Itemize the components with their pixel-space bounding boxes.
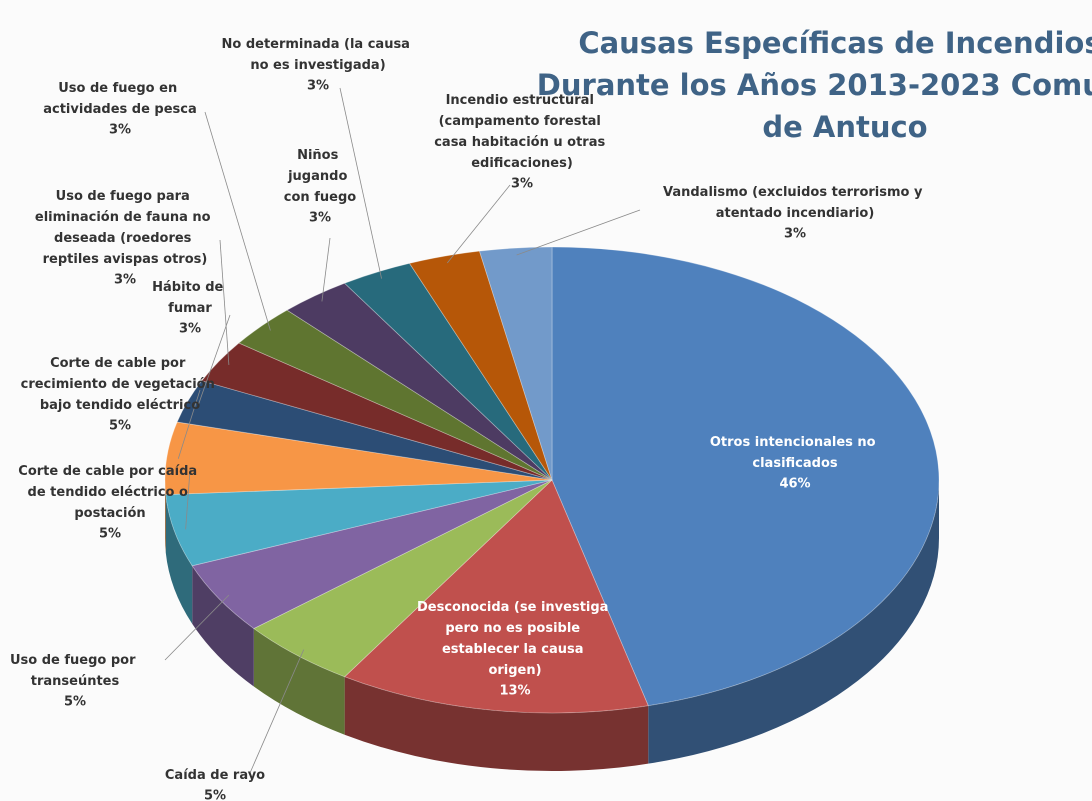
text-line: deseada (roedores xyxy=(54,231,196,246)
slice-side xyxy=(165,494,193,624)
leader-line xyxy=(446,184,511,264)
text-line: Uso de fuego por xyxy=(10,653,140,668)
data-label-value: 3% xyxy=(114,273,136,288)
text-line: Niños xyxy=(297,148,343,163)
data-label: Vandalismo (excluidos terrorismo y atent… xyxy=(663,185,927,221)
text-line: Vandalismo (excluidos terrorismo y xyxy=(663,185,927,200)
slice xyxy=(176,380,553,481)
text-line: Caída de rayo xyxy=(165,768,265,783)
text-line: Hábito de xyxy=(152,280,228,295)
leader-line xyxy=(204,111,271,331)
slice xyxy=(286,282,553,481)
data-label-value: 3% xyxy=(784,227,806,242)
text-line: Otros intencionales no xyxy=(710,435,880,450)
data-label: Caída de rayo xyxy=(165,768,265,783)
data-label: Niños jugando con fuego xyxy=(284,148,356,205)
text-line: postación xyxy=(74,506,145,521)
data-label-value: 46% xyxy=(779,477,810,492)
text-line: Causas Específicas de Incendios xyxy=(578,26,1092,60)
leader-line xyxy=(321,237,331,302)
slice-side xyxy=(344,676,649,771)
data-label: Uso de fuego en actividades de pesca xyxy=(43,81,197,117)
text-line: Incendio estructural xyxy=(446,93,599,108)
text-line: clasificados xyxy=(752,456,837,471)
text-line: Uso de fuego en xyxy=(58,81,182,96)
text-line: Corte de cable por caída xyxy=(18,464,201,479)
leader-line xyxy=(185,469,191,530)
text-line: de tendido eléctrico o xyxy=(28,485,193,500)
text-line: Corte de cable por xyxy=(50,356,190,371)
text-line: fumar xyxy=(168,301,212,316)
text-line: bajo tendido eléctrico xyxy=(40,398,200,413)
data-label: No determinada (la causa no es investiga… xyxy=(221,37,414,73)
text-line: establecer la causa xyxy=(442,642,588,657)
data-label-value: 5% xyxy=(64,695,86,710)
data-label: Otros intencionales no clasificados xyxy=(710,435,880,471)
text-line: transeúntes xyxy=(31,674,120,689)
data-label: Uso de fuego para eliminación de fauna n… xyxy=(35,189,215,267)
slice xyxy=(478,246,553,481)
leader-line xyxy=(164,594,230,661)
slice xyxy=(343,479,649,714)
slice xyxy=(165,479,553,567)
data-label: Corte de cable por crecimiento de vegeta… xyxy=(21,356,220,413)
data-label: Hábito de fumar xyxy=(152,280,228,316)
slice-side xyxy=(192,565,254,687)
text-line: casa habitación u otras xyxy=(434,135,610,150)
slice xyxy=(164,421,553,496)
text-line: Uso de fuego para xyxy=(56,189,195,204)
slice-side xyxy=(165,480,166,553)
data-label-value: 5% xyxy=(204,789,226,801)
slice xyxy=(253,479,553,678)
data-label: Uso de fuego por transeúntes xyxy=(10,653,140,689)
chart-title: Causas Específicas de Incendios Durante … xyxy=(537,26,1092,144)
text-line: crecimiento de vegetación xyxy=(21,377,220,392)
data-label-value: 3% xyxy=(179,322,201,337)
slice xyxy=(551,246,940,707)
text-line: actividades de pesca xyxy=(43,102,197,117)
leader-line xyxy=(219,239,230,365)
leader-line xyxy=(516,209,641,256)
leader-line xyxy=(177,389,201,459)
data-label-value: 3% xyxy=(109,123,131,138)
text-line: Durante los Años 2013-2023 Comuna xyxy=(537,68,1092,102)
data-label: Corte de cable por caída de tendido eléc… xyxy=(18,464,201,521)
data-label: Desconocida (se investiga pero no es pos… xyxy=(417,600,613,678)
data-label-value: 5% xyxy=(109,419,131,434)
leader-line xyxy=(339,87,382,279)
data-label-value: 13% xyxy=(499,684,530,699)
slice-side xyxy=(648,480,939,764)
data-label-value: 5% xyxy=(99,527,121,542)
data-label-value: 3% xyxy=(307,79,329,94)
text-line: con fuego xyxy=(284,190,356,205)
text-line: jugando xyxy=(287,169,352,184)
slice xyxy=(201,342,553,481)
leader-line xyxy=(198,314,231,404)
text-line: edificaciones) xyxy=(471,156,573,171)
text-line: no es investigada) xyxy=(250,58,385,73)
text-line: origen) xyxy=(488,663,541,678)
text-line: No determinada (la causa xyxy=(221,37,414,52)
slice xyxy=(191,479,553,629)
text-line: de Antuco xyxy=(762,110,927,144)
text-line: (campamento forestal xyxy=(439,114,606,129)
data-label-value: 3% xyxy=(511,177,533,192)
text-line: Desconocida (se investiga xyxy=(417,600,613,615)
slice-side xyxy=(253,628,345,735)
slice xyxy=(408,250,553,481)
text-line: pero no es posible xyxy=(445,621,584,636)
text-line: atentado incendiario) xyxy=(716,206,875,221)
data-label-value: 3% xyxy=(309,211,331,226)
slice xyxy=(238,309,553,481)
data-label: Incendio estructural (campamento foresta… xyxy=(434,93,610,171)
text-line: reptiles avispas otros) xyxy=(43,252,208,267)
leader-line xyxy=(249,649,305,774)
slice xyxy=(343,262,553,481)
text-line: eliminación de fauna no xyxy=(35,210,215,225)
